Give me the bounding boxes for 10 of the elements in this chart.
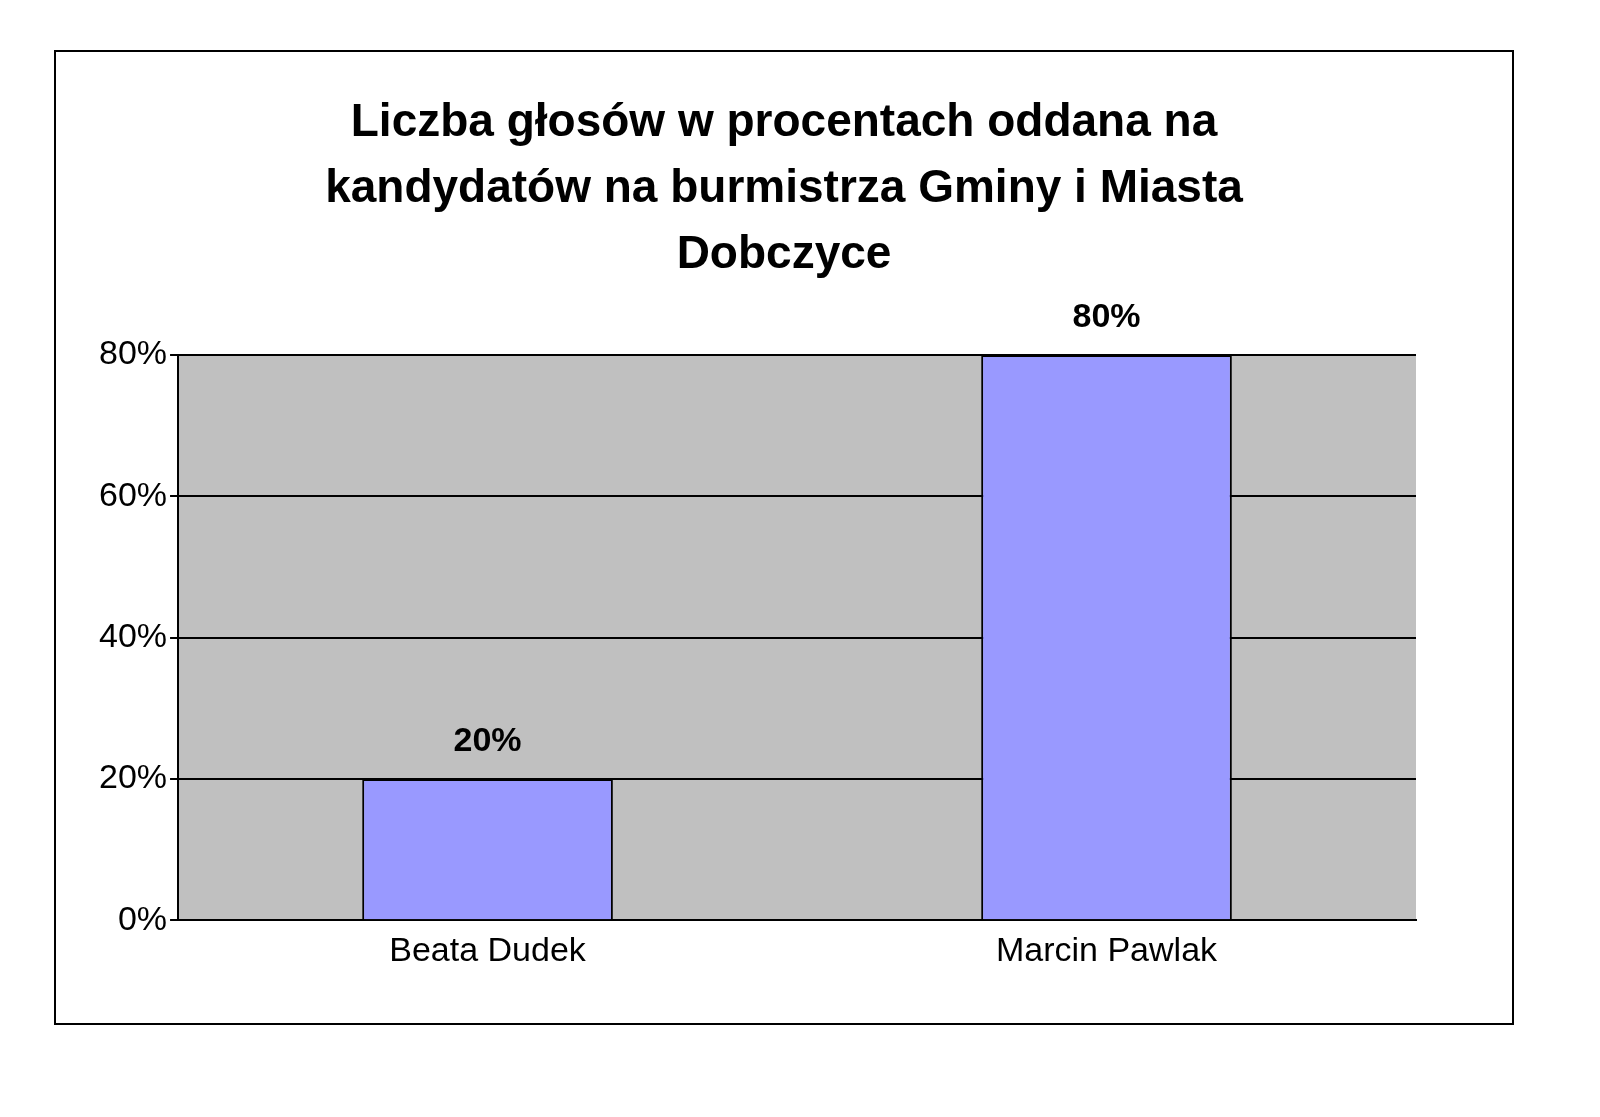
y-tick-label: 60% <box>98 474 168 513</box>
y-tick-label: 0% <box>117 898 168 937</box>
y-tick-label: 80% <box>98 333 168 372</box>
x-tick-label: Marcin Pawlak <box>995 929 1219 968</box>
chart-title: Liczba głosów w procentach oddana na kandydatów na burmistrza Gminy i Miasta Dobczyce <box>324 93 1244 280</box>
y-tick-label: 40% <box>98 615 168 654</box>
y-tick-label: 20% <box>98 757 168 796</box>
data-label: 20% <box>453 720 522 759</box>
x-tick-label: Beata Dudek <box>389 929 587 968</box>
data-label: 80% <box>1072 296 1141 335</box>
